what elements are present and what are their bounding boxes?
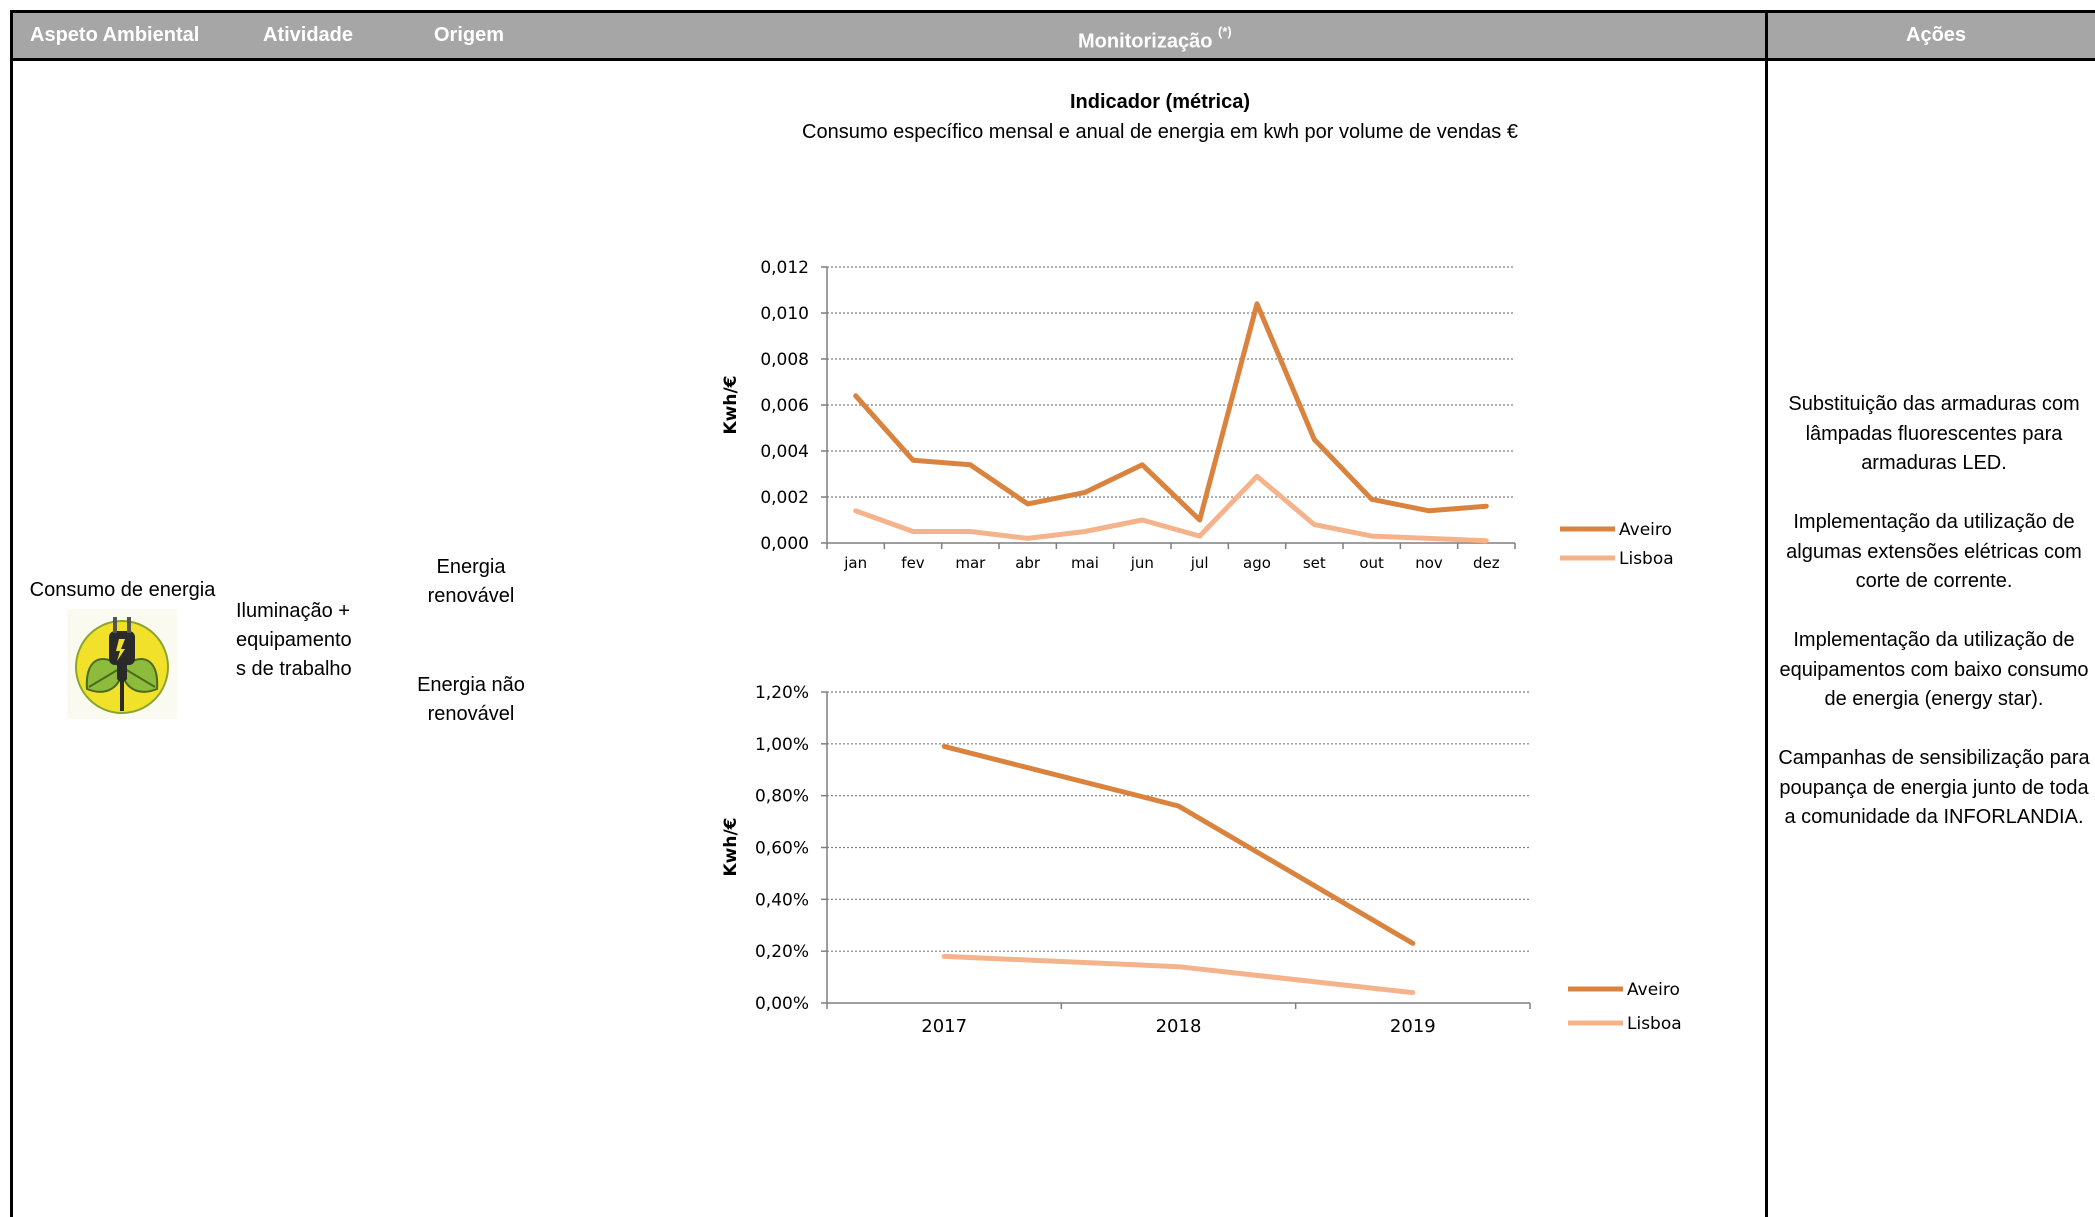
legend-label: Lisboa bbox=[1627, 1014, 1682, 1034]
action-item: Substituição das armaduras com lâmpadas … bbox=[1788, 393, 2080, 474]
y-axis-label: Kwh/€ bbox=[721, 817, 741, 876]
header-aspeto-ambiental: Aspeto Ambiental bbox=[30, 24, 200, 46]
y-tick-label: 0,008 bbox=[760, 350, 809, 370]
x-tick-label: jun bbox=[1130, 554, 1154, 572]
x-tick-label: mar bbox=[955, 554, 986, 572]
header-monitorizacao: Monitorização (*) bbox=[1078, 13, 1232, 58]
header-atividade: Atividade bbox=[263, 24, 354, 46]
table-frame bbox=[10, 10, 2095, 1217]
origem-nao-renovavel: Energia não renovável bbox=[390, 671, 552, 729]
origem-2-line-2: renovável bbox=[427, 703, 515, 725]
atividade-cell: Iluminação + equipamento s de trabalho bbox=[236, 597, 386, 684]
action-item: Implementação da utilização de equipamen… bbox=[1779, 629, 2089, 710]
action-item: Implementação da utilização de algumas e… bbox=[1786, 511, 2082, 592]
y-tick-label: 0,006 bbox=[760, 396, 809, 416]
column-divider bbox=[1765, 13, 1768, 1217]
x-tick-label: jul bbox=[1190, 554, 1209, 572]
y-tick-label: 0,20% bbox=[755, 942, 809, 962]
action-item: Campanhas de sensibilização para poupanç… bbox=[1778, 747, 2090, 828]
x-tick-label: out bbox=[1359, 554, 1384, 572]
x-tick-label: ago bbox=[1243, 554, 1271, 572]
x-tick-label: mai bbox=[1071, 554, 1099, 572]
y-tick-label: 1,00% bbox=[755, 735, 809, 755]
x-tick-label: dez bbox=[1473, 554, 1500, 572]
x-tick-label: 2018 bbox=[1156, 1016, 1202, 1037]
legend-label: Aveiro bbox=[1619, 520, 1672, 540]
origem-2-line-1: Energia não bbox=[417, 674, 525, 696]
origem-renovavel: Energia renovável bbox=[390, 553, 552, 611]
x-tick-label: jan bbox=[843, 554, 867, 572]
y-tick-label: 0,80% bbox=[755, 787, 809, 807]
plug-leaf-icon bbox=[67, 609, 177, 719]
series-line-lisboa bbox=[941, 953, 1416, 996]
y-tick-label: 0,60% bbox=[755, 839, 809, 859]
table-header: Aspeto Ambiental Atividade Origem Monito… bbox=[13, 13, 2095, 61]
y-tick-label: 0,004 bbox=[760, 442, 809, 462]
indicator-title: Indicador (métrica) bbox=[1069, 91, 1251, 113]
header-origem: Origem bbox=[434, 24, 505, 46]
series-line-aveiro bbox=[941, 743, 1416, 946]
indicator-subtitle: Consumo específico mensal e anual de ene… bbox=[802, 121, 1518, 143]
y-tick-label: 0,00% bbox=[755, 994, 809, 1014]
x-tick-label: fev bbox=[901, 554, 925, 572]
x-tick-label: abr bbox=[1015, 554, 1041, 572]
actions-cell: Substituição das armaduras com lâmpadas … bbox=[1774, 390, 2094, 862]
y-tick-label: 0,40% bbox=[755, 890, 809, 910]
y-tick-label: 0,010 bbox=[760, 304, 809, 324]
atividade-line-1: Iluminação + bbox=[236, 600, 350, 622]
origem-1-line-2: renovável bbox=[427, 585, 515, 607]
header-acoes: Ações bbox=[1906, 24, 1967, 46]
header-monitorizacao-label: Monitorização bbox=[1078, 30, 1213, 53]
x-tick-label: nov bbox=[1415, 554, 1443, 572]
y-axis-label: Kwh/€ bbox=[721, 375, 741, 434]
header-monitorizacao-note: (*) bbox=[1218, 24, 1232, 39]
x-tick-label: set bbox=[1303, 554, 1326, 572]
y-tick-label: 0,012 bbox=[760, 258, 809, 278]
y-tick-label: 0,002 bbox=[760, 488, 809, 508]
origem-1-line-1: Energia bbox=[436, 556, 506, 578]
legend-label: Lisboa bbox=[1619, 549, 1674, 569]
x-tick-label: 2017 bbox=[921, 1016, 967, 1037]
series-line-lisboa bbox=[853, 473, 1489, 544]
y-tick-label: 1,20% bbox=[755, 683, 809, 703]
x-tick-label: 2019 bbox=[1390, 1016, 1436, 1037]
atividade-line-3: s de trabalho bbox=[236, 658, 352, 680]
aspeto-cell: Consumo de energia bbox=[29, 579, 216, 601]
series-line-aveiro bbox=[853, 301, 1489, 523]
legend-label: Aveiro bbox=[1627, 980, 1680, 1000]
atividade-line-2: equipamento bbox=[236, 629, 352, 651]
y-tick-label: 0,000 bbox=[760, 534, 809, 554]
